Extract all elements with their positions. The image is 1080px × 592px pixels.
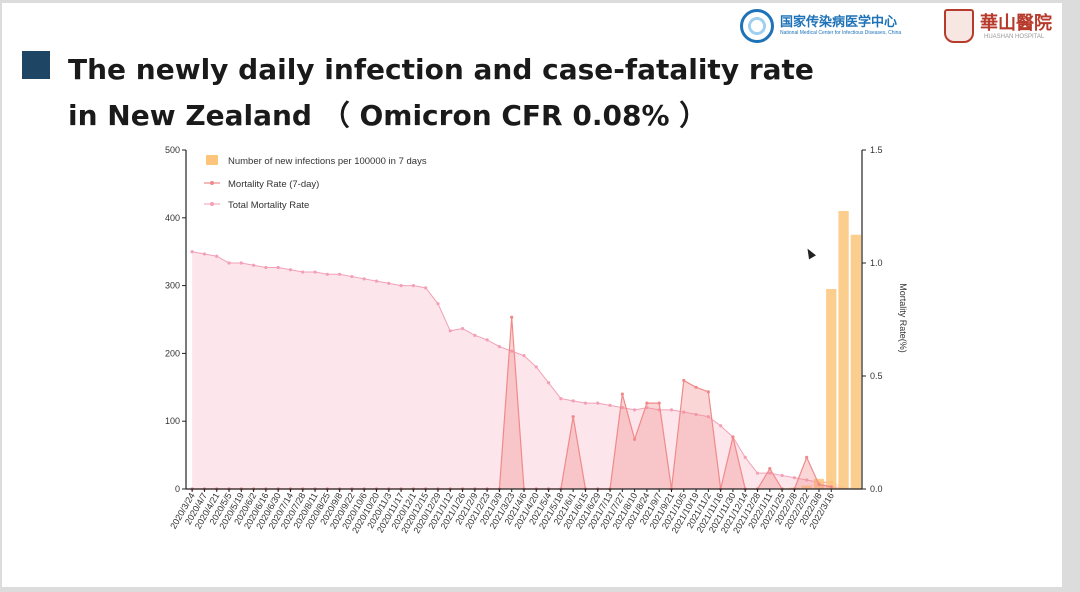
- right-axis-tick-label: 0.5: [870, 371, 883, 381]
- mortality-7day-point: [571, 415, 575, 419]
- total-mortality-point: [522, 354, 526, 358]
- total-mortality-point: [252, 263, 256, 267]
- total-mortality-point: [669, 408, 674, 412]
- slide-title-line-1: The newly daily infection and case-fatal…: [68, 53, 814, 86]
- huashan-seal-icon: [944, 9, 974, 43]
- total-mortality-point: [411, 284, 415, 288]
- nmcid-logo-en: National Medical Center for Infectious D…: [780, 30, 902, 36]
- total-mortality-point: [608, 403, 612, 407]
- legend-marker-total-mortality: [210, 202, 214, 206]
- legend-label-total-mortality: Total Mortality Rate: [228, 200, 309, 211]
- title-bullet-square: [22, 51, 50, 79]
- mortality-7day-point: [694, 385, 698, 389]
- mortality-7day-point: [731, 435, 735, 439]
- mortality-7day-point: [682, 378, 686, 383]
- total-mortality-point: [805, 478, 809, 482]
- left-axis-tick-label: 200: [165, 348, 180, 358]
- mortality-7day-point: [829, 485, 833, 489]
- total-mortality-point: [743, 455, 747, 459]
- nmcid-logo: 国家传染病医学中心 National Medical Center for In…: [740, 9, 920, 45]
- total-mortality-point: [288, 268, 293, 272]
- total-mortality-point: [694, 412, 698, 417]
- total-mortality-point: [620, 406, 624, 410]
- total-mortality-point: [362, 277, 366, 281]
- total-mortality-point: [510, 349, 514, 353]
- total-mortality-point: [559, 397, 563, 401]
- slide-title-line-2: in New Zealand （ Omicron CFR 0.08% ）: [68, 99, 708, 132]
- total-mortality-point: [780, 473, 784, 478]
- nmcid-emblem-icon: [740, 9, 774, 43]
- total-mortality-point: [374, 279, 379, 283]
- mortality-7day-area: [192, 317, 856, 489]
- legend-swatch-infections: [206, 155, 218, 165]
- mortality-7day-point: [645, 401, 649, 405]
- mortality-7day-point: [706, 390, 710, 394]
- mortality-7day-point: [620, 392, 624, 396]
- total-mortality-point: [448, 329, 452, 333]
- total-mortality-point: [792, 476, 797, 480]
- total-mortality-point: [719, 424, 723, 428]
- right-axis-label: Mortality Rate(%): [898, 283, 908, 353]
- huashan-logo-en: HUASHAN HOSPITAL: [984, 34, 1045, 40]
- total-mortality-point: [338, 272, 342, 276]
- total-mortality-point: [460, 326, 465, 331]
- total-mortality-point: [473, 333, 477, 337]
- right-axis-tick-label: 0.0: [870, 484, 883, 494]
- total-mortality-point: [768, 471, 772, 475]
- infection-bar: [826, 288, 837, 489]
- total-mortality-point: [350, 274, 354, 279]
- mortality-7day-point: [510, 315, 514, 319]
- mortality-7day-point: [817, 482, 821, 487]
- mortality-7day-point: [657, 401, 661, 405]
- right-axis-tick-label: 1.0: [870, 258, 883, 268]
- total-mortality-point: [313, 270, 317, 274]
- infection-bar: [850, 234, 862, 489]
- total-mortality-point: [534, 365, 538, 369]
- total-mortality-point: [571, 399, 575, 403]
- infection-bar: [838, 211, 849, 489]
- left-axis-tick-label: 0: [175, 484, 180, 494]
- total-mortality-point: [706, 415, 710, 419]
- slide-title: The newly daily infection and case-fatal…: [68, 47, 814, 139]
- infection-bar: [801, 485, 812, 489]
- total-mortality-point: [387, 281, 391, 285]
- total-mortality-point: [301, 270, 305, 274]
- total-mortality-point: [497, 345, 502, 349]
- total-mortality-point: [755, 471, 760, 475]
- total-mortality-point: [325, 272, 329, 276]
- huashan-logo-cn: 華山醫院: [980, 13, 1052, 34]
- total-mortality-point: [485, 338, 489, 342]
- total-mortality-area: [192, 251, 856, 489]
- total-mortality-point: [202, 252, 207, 256]
- total-mortality-point: [215, 254, 219, 258]
- left-axis-tick-label: 100: [165, 416, 180, 426]
- total-mortality-point: [682, 410, 686, 414]
- huashan-logo: 華山醫院 HUASHAN HOSPITAL: [944, 9, 1064, 45]
- mortality-7day-point: [633, 437, 637, 441]
- legend-label-infections: Number of new infections per 100000 in 7…: [228, 156, 427, 167]
- total-mortality-point: [596, 401, 600, 405]
- total-mortality-point: [424, 286, 428, 290]
- total-mortality-point: [276, 265, 280, 270]
- total-mortality-point: [227, 261, 231, 265]
- left-axis-tick-label: 300: [165, 281, 180, 291]
- legend-label-mortality-7day: Mortality Rate (7-day): [228, 179, 319, 190]
- right-axis-tick-label: 1.5: [870, 145, 883, 155]
- total-mortality-point: [239, 261, 243, 265]
- left-axis-tick-label: 400: [165, 213, 180, 223]
- mortality-7day-point: [768, 467, 772, 471]
- total-mortality-point: [399, 284, 403, 288]
- total-mortality-point: [546, 381, 551, 385]
- total-mortality-point: [633, 408, 637, 412]
- total-mortality-point: [583, 401, 588, 405]
- total-mortality-point: [264, 265, 268, 270]
- total-mortality-point: [190, 250, 194, 254]
- left-axis-tick-label: 500: [165, 145, 180, 155]
- mortality-7day-point: [805, 455, 809, 459]
- slide: The newly daily infection and case-fatal…: [2, 3, 1062, 587]
- legend-marker-mortality-7day: [210, 181, 214, 185]
- total-mortality-point: [436, 302, 440, 306]
- nmcid-logo-cn: 国家传染病医学中心: [780, 14, 898, 29]
